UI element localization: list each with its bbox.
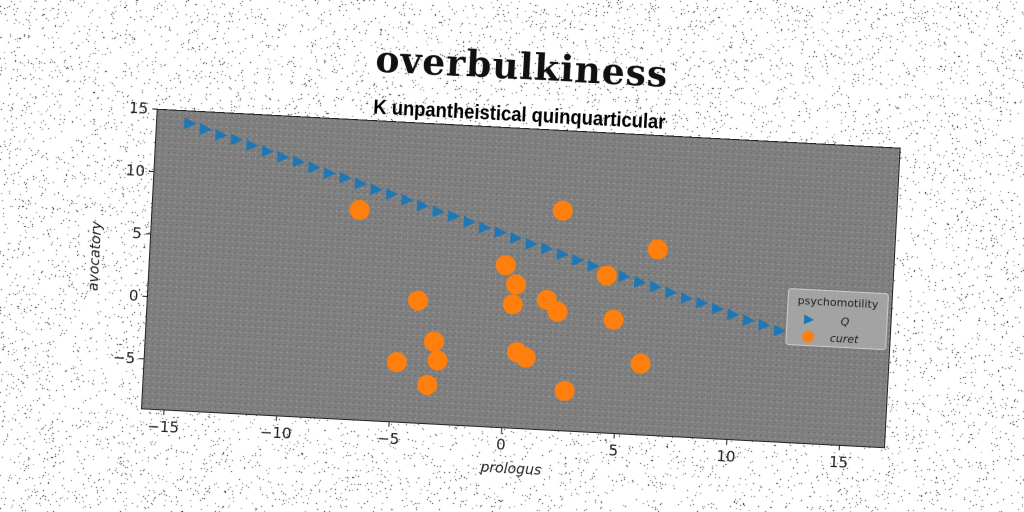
q-point <box>540 242 554 255</box>
y-tick-label: 0 <box>128 287 138 305</box>
curet-point <box>386 352 407 373</box>
curet-point <box>423 331 444 352</box>
q-point <box>261 145 274 158</box>
y-tick-label: 10 <box>125 161 145 180</box>
q-point <box>463 215 476 228</box>
q-point <box>385 187 399 200</box>
q-point <box>758 318 771 331</box>
q-point <box>571 253 585 266</box>
q-point <box>633 275 647 288</box>
q-point <box>556 248 569 261</box>
q-point <box>246 139 259 152</box>
axes: −15 −10 −5 0 5 10 15 −5 0 5 10 15 prologus avocatory <box>86 99 901 479</box>
x-tick-label: 0 <box>496 435 506 453</box>
q-point <box>370 183 383 196</box>
y-tick-label: −5 <box>113 348 136 367</box>
curet-point <box>647 239 668 260</box>
curet-point <box>630 353 651 374</box>
q-point <box>199 122 212 135</box>
q-point <box>277 150 290 163</box>
q-point <box>742 314 755 327</box>
q-point <box>339 171 352 184</box>
curet-point <box>596 265 617 286</box>
q-point <box>618 270 631 283</box>
q-point <box>432 205 445 218</box>
q-point <box>525 237 538 250</box>
curet-point <box>565 436 586 448</box>
q-point <box>773 324 786 337</box>
curet-point <box>552 200 573 221</box>
q-point <box>354 177 367 190</box>
curet-point <box>502 294 523 315</box>
q-point <box>478 221 492 234</box>
q-point <box>494 226 507 239</box>
q-point <box>323 167 336 180</box>
curet-point <box>427 350 448 371</box>
curet-point <box>495 255 516 276</box>
q-point <box>416 199 430 212</box>
q-point <box>308 161 321 174</box>
q-point <box>447 209 461 222</box>
curet-point <box>547 301 568 322</box>
q-point <box>184 117 197 130</box>
curet-point <box>554 380 575 401</box>
legend-marker <box>803 314 815 325</box>
q-point <box>509 231 523 244</box>
x-tick-label: 5 <box>608 441 618 459</box>
q-point <box>215 128 228 141</box>
curet-point <box>506 274 527 295</box>
q-point <box>680 292 693 305</box>
q-point <box>665 286 678 299</box>
y-tick-label: 15 <box>129 99 149 118</box>
y-axis-label: avocatory <box>86 220 106 291</box>
q-point <box>587 259 600 272</box>
x-tick-label: −15 <box>147 417 180 437</box>
curet-point <box>603 309 624 330</box>
legend-title: psychomotility <box>797 294 879 311</box>
legend-label: Q <box>840 315 850 328</box>
x-tick-label: −5 <box>377 429 400 448</box>
q-point <box>727 308 740 321</box>
x-tick-label: 10 <box>716 447 736 466</box>
q-point <box>230 133 243 146</box>
plot-frame <box>140 108 901 449</box>
q-point <box>711 302 724 315</box>
q-point <box>696 296 709 309</box>
data-marks <box>184 117 786 448</box>
legend-marker <box>802 330 815 343</box>
legend-label: curet <box>829 332 859 347</box>
x-tick-label: −10 <box>259 423 292 443</box>
curet-point <box>515 347 536 368</box>
q-point <box>401 193 414 206</box>
curet-point <box>408 290 429 311</box>
q-point <box>292 155 305 168</box>
q-point <box>649 280 662 293</box>
x-tick-label: 15 <box>829 453 849 472</box>
curet-point <box>349 199 370 220</box>
curet-point <box>417 374 438 395</box>
x-axis-label: prologus <box>479 460 541 479</box>
y-tick-label: 5 <box>132 224 142 242</box>
